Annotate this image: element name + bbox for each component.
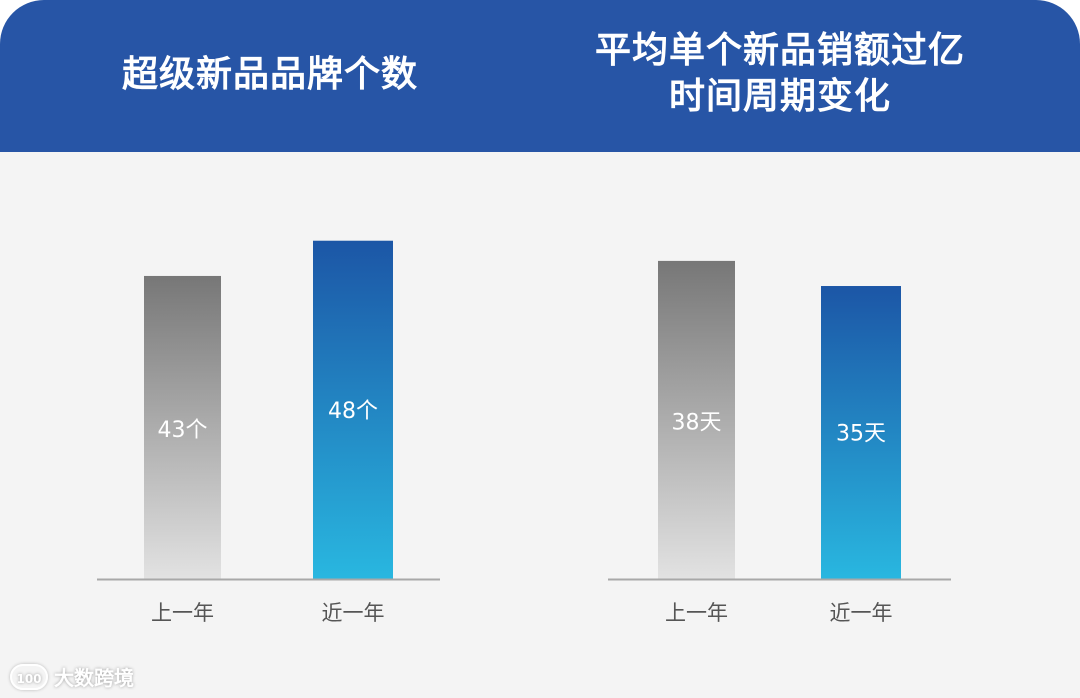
bar-right-1 (821, 286, 901, 579)
bar-value-label: 35天 (836, 422, 886, 447)
bar-value-label: 48个 (328, 399, 378, 424)
left-chart-title: 超级新品品牌个数 (60, 52, 480, 98)
bar-value-label: 38天 (672, 411, 722, 436)
watermark: 100 大数跨境 (10, 662, 134, 691)
header-banner: 超级新品品牌个数 平均单个新品销额过亿 时间周期变化 (0, 0, 1080, 152)
watermark-brand: 大数跨境 (54, 666, 134, 690)
watermark-logo: 100 (10, 663, 48, 690)
x-tick-label: 近一年 (322, 601, 385, 625)
x-tick-label: 近一年 (830, 601, 893, 625)
bar-left-1 (313, 240, 393, 579)
x-tick-label: 上一年 (665, 601, 728, 625)
bar-right-0 (658, 260, 735, 579)
bar-left-0 (144, 275, 221, 579)
x-tick-label: 上一年 (151, 601, 214, 625)
bar-value-label: 43个 (158, 418, 208, 443)
right-chart-title-line1: 平均单个新品销额过亿 (594, 30, 965, 71)
left-chart-title-text: 超级新品品牌个数 (121, 54, 418, 95)
right-chart-title: 平均单个新品销额过亿 时间周期变化 (555, 28, 1005, 120)
right-chart-title-line2: 时间周期变化 (668, 76, 891, 117)
